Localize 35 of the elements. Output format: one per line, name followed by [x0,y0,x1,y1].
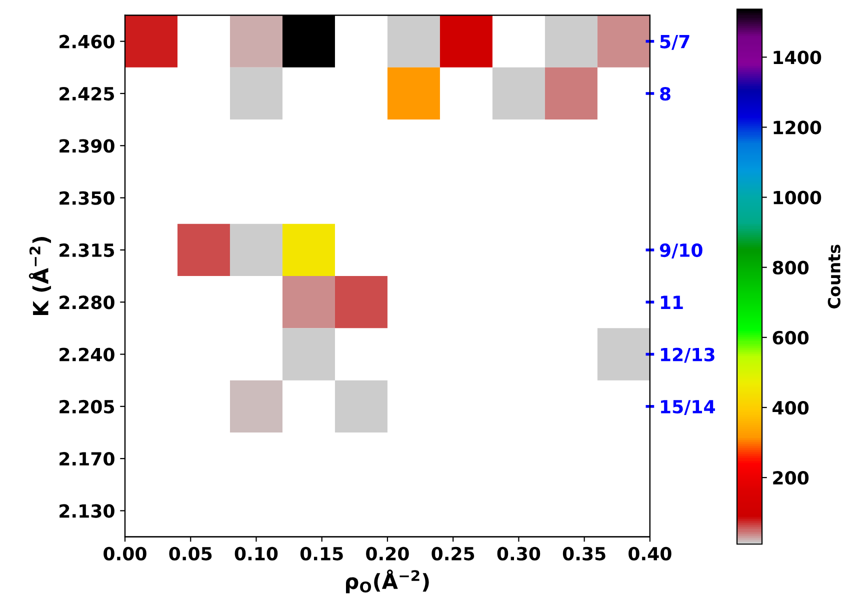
color-bar-label: 1400 [774,50,822,64]
y2-tick-label: 12/13 [661,348,714,363]
y-tick-label: 2.280 [60,296,114,310]
x-tick-label: 0.05 [169,546,212,560]
color-bar-label: 600 [772,330,809,345]
y-tick-label: 2.425 [60,86,114,101]
y2-tick-label: 15/14 [661,400,715,415]
x-tick-label: 0.35 [562,546,606,560]
y-tick-label: 2.315 [60,243,114,258]
y2-tick-label: 5/7 [660,35,690,50]
y2-tick-label: 11 [661,296,683,309]
x-tick-label: 0.30 [497,546,540,560]
y2-tick-label: 8 [660,86,670,101]
y-tick-label: 2.130 [60,504,114,518]
y-tick-label: 2.170 [60,452,114,466]
x-tick-label: 0.20 [366,546,409,560]
x-axis-title: ρ$_{O}$(Å$^{−2}$) [346,570,429,594]
color-bar-label: 200 [773,471,809,485]
x-tick-label: 0.00 [104,546,146,560]
y-tick-label: 2.240 [60,348,114,362]
y-tick-label: 2.205 [60,400,114,414]
x-tick-label: 0.10 [234,546,278,560]
y2-tick-label: 9/10 [660,243,702,258]
y-tick-label: 2.460 [60,34,114,48]
color-bar-label: 800 [772,260,809,274]
color-bar-label: 1000 [774,190,822,204]
x-tick-label: 0.25 [432,546,474,560]
x-tick-label: 0.40 [628,546,672,560]
color-bar-label: 1200 [774,120,822,134]
y-tick-label: 2.390 [60,139,114,153]
y-tick-label: 2.350 [60,191,114,205]
color-bar-label: 400 [772,400,809,415]
color-bar-title: Counts [828,244,840,308]
y-axis-title: K (Å$^{−2}$) [28,237,51,316]
x-tick-label: 0.15 [300,546,343,560]
